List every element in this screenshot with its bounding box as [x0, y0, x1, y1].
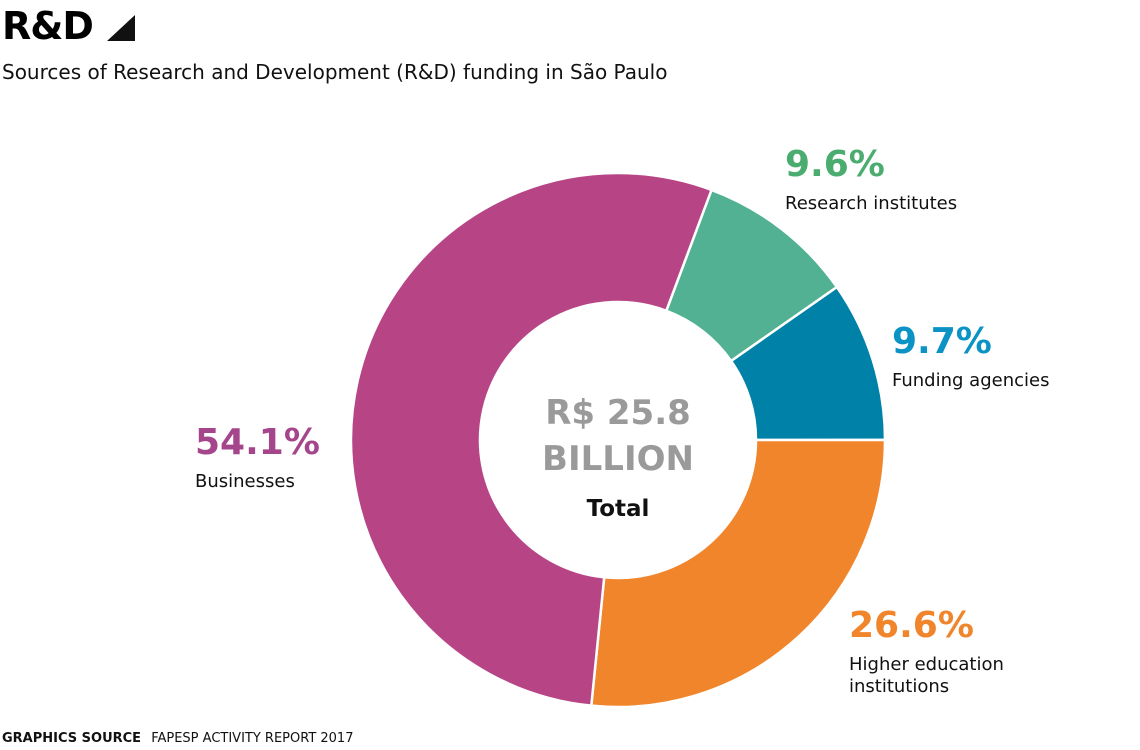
slices-group — [349, 171, 887, 709]
slice-label-higher-education: 26.6% Higher education institutions — [849, 606, 1004, 698]
center-value-line1: R$ 25.8 — [545, 393, 691, 433]
slice-percent: 9.7% — [892, 321, 992, 362]
section-title: R&D — [2, 4, 94, 48]
chart-subtitle: Sources of Research and Development (R&D… — [2, 60, 668, 84]
slice-name: Businesses — [195, 471, 295, 492]
center-total: R$ 25.8 BILLION Total — [480, 390, 756, 522]
donut-slice-higher-education-institutions — [589, 438, 887, 709]
slice-label-funding-agencies: 9.7% Funding agencies — [892, 322, 1049, 392]
center-label: Total — [586, 496, 650, 522]
slice-label-businesses: 54.1% Businesses — [195, 423, 320, 493]
slice-name: Research institutes — [785, 193, 958, 214]
triangle-icon — [106, 15, 135, 41]
source-key: GRAPHICS SOURCE — [2, 731, 142, 746]
donut-slice-businesses — [349, 171, 714, 708]
center-value-line2: BILLION — [542, 439, 694, 479]
chart-header: R&D — [2, 0, 135, 52]
slice-name: Funding agencies — [892, 370, 1050, 391]
slice-percent: 54.1% — [195, 422, 320, 463]
slice-percent: 9.6% — [785, 144, 885, 185]
chart-source: GRAPHICS SOURCE FAPESP ACTIVITY REPORT 2… — [2, 731, 353, 746]
slice-name: Higher education institutions — [849, 654, 1004, 697]
source-value: FAPESP ACTIVITY REPORT 2017 — [151, 731, 354, 746]
slice-label-research-institutes: 9.6% Research institutes — [785, 145, 957, 215]
slice-percent: 26.6% — [849, 605, 974, 646]
section-tag: R&D — [2, 0, 135, 52]
